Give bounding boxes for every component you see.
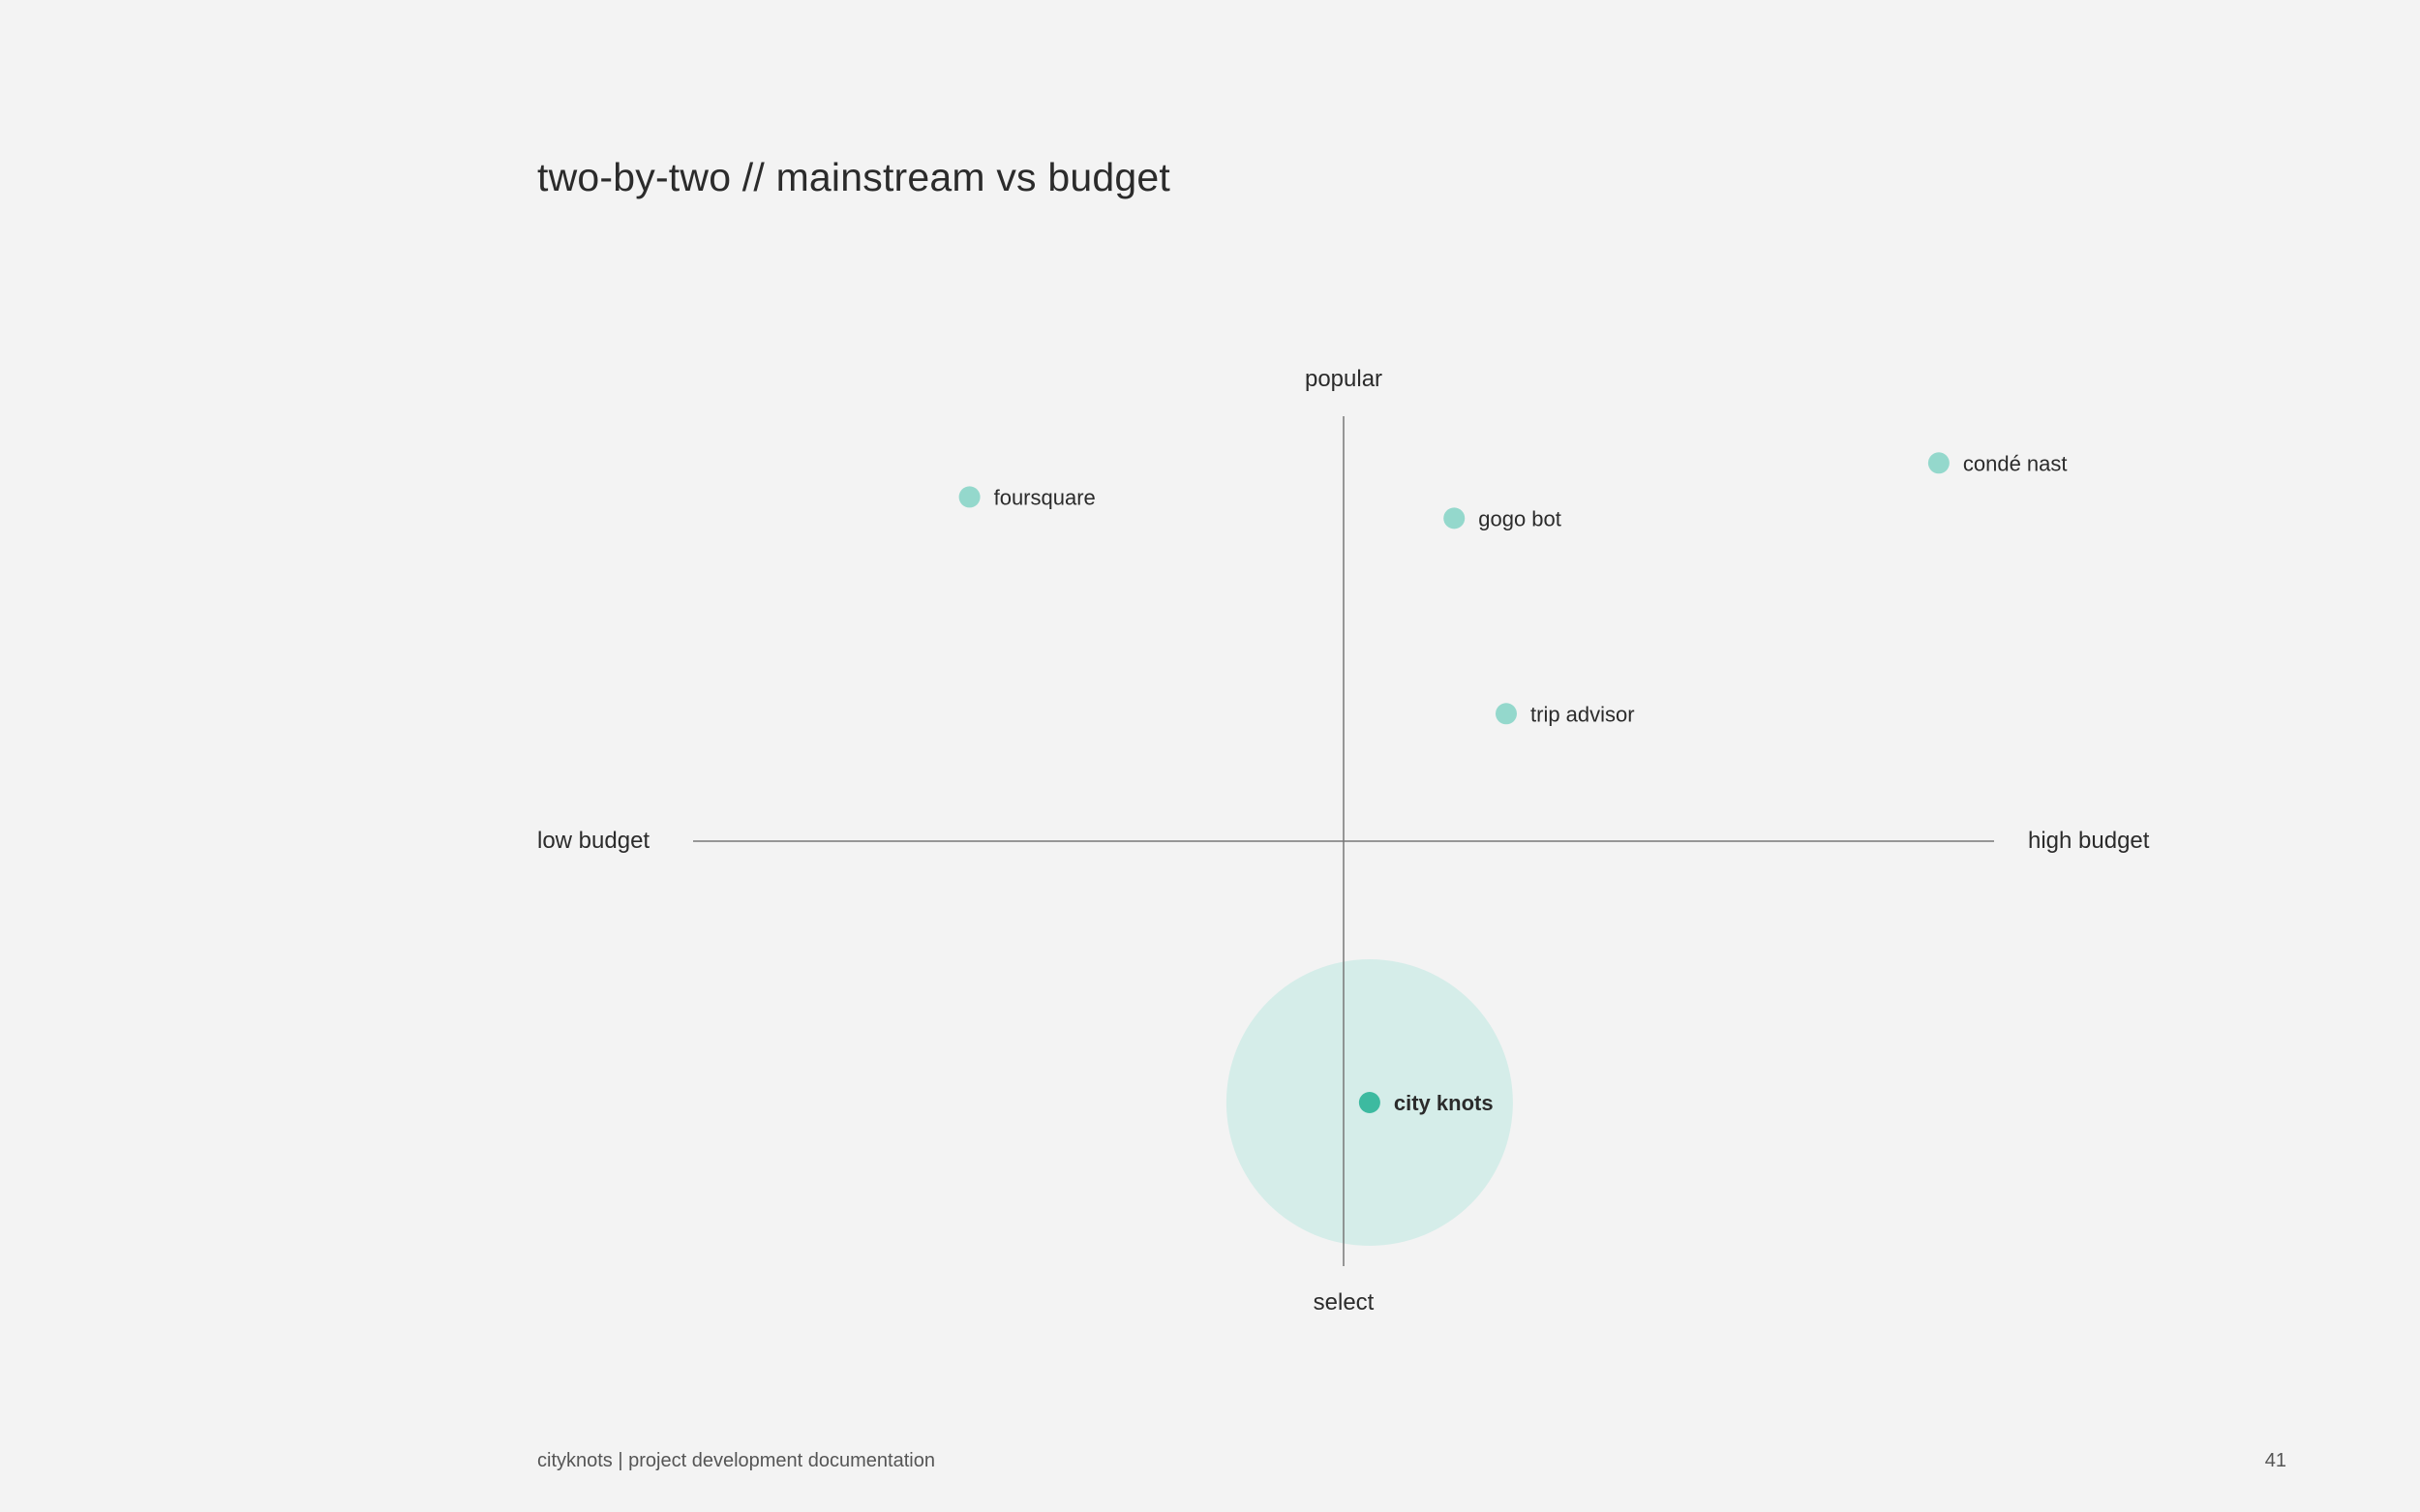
footer-page-number: 41 [2265, 1450, 2286, 1472]
footer-doc-title: cityknots | project development document… [537, 1450, 935, 1472]
point-label-city-knots: city knots [1394, 1091, 1494, 1115]
point-label-gogo-bot: gogo bot [1478, 506, 1561, 530]
point-marker-trip-advisor [1496, 703, 1517, 724]
point-marker-foursquare [959, 486, 981, 507]
data-point-gogo-bot: gogo bot [1443, 506, 1561, 530]
point-marker-gogo-bot [1443, 507, 1465, 529]
point-marker-city-knots [1359, 1092, 1380, 1113]
points-layer: foursquare gogo bot condé nast trip advisor… [959, 451, 2068, 1115]
point-label-foursquare: foursquare [994, 485, 1096, 509]
point-marker-cond-nast [1928, 452, 1950, 473]
point-label-trip-advisor: trip advisor [1530, 702, 1635, 726]
data-point-trip-advisor: trip advisor [1496, 702, 1635, 726]
data-point-cond-nast: condé nast [1928, 451, 2068, 475]
data-point-foursquare: foursquare [959, 485, 1096, 509]
point-label-cond-nast: condé nast [1963, 451, 2068, 475]
